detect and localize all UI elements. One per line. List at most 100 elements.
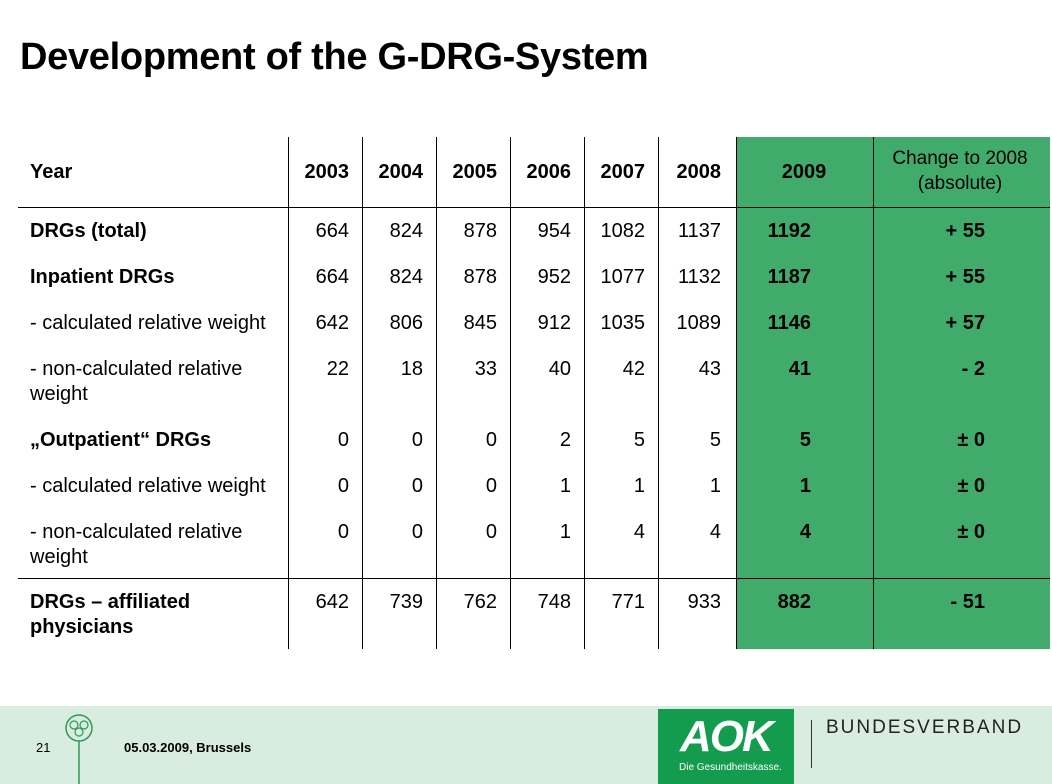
table-cell: 43 bbox=[698, 358, 721, 380]
column-divider bbox=[510, 137, 511, 649]
table-cell: 0 bbox=[485, 429, 497, 451]
table-cell: 0 bbox=[337, 475, 349, 497]
table-cell: 18 bbox=[400, 358, 423, 380]
table-cell-change: ± 0 bbox=[957, 429, 985, 451]
column-divider bbox=[658, 137, 659, 649]
table-cell-2009: 882 bbox=[777, 591, 811, 613]
table-cell: 0 bbox=[411, 429, 423, 451]
aok-tagline: Die Gesundheitskasse. bbox=[679, 762, 782, 773]
column-divider bbox=[362, 137, 363, 649]
table-cell: 42 bbox=[622, 358, 645, 380]
table-cell: 1089 bbox=[676, 312, 722, 334]
table-cell: 845 bbox=[463, 312, 497, 334]
table-cell: 748 bbox=[537, 591, 571, 613]
table-cell: 806 bbox=[389, 312, 423, 334]
table-cell: 0 bbox=[485, 521, 497, 543]
row-label: physicians bbox=[30, 616, 134, 638]
table-cell: 1082 bbox=[600, 220, 646, 242]
header-year-cell: 2005 bbox=[452, 161, 498, 183]
date-location: 05.03.2009, Brussels bbox=[124, 740, 252, 755]
row-label: weight bbox=[30, 383, 88, 405]
table-cell: 878 bbox=[463, 266, 497, 288]
table-cell: 4 bbox=[709, 521, 721, 543]
table-cell-change: ± 0 bbox=[957, 475, 985, 497]
table-cell-2009: 41 bbox=[788, 358, 811, 380]
table-cell: 771 bbox=[611, 591, 645, 613]
table-cell-2009: 1192 bbox=[767, 220, 811, 242]
table-cell-change: + 57 bbox=[945, 312, 985, 334]
page-number: 21 bbox=[36, 740, 51, 755]
table-cell: 1 bbox=[709, 475, 721, 497]
header-year-cell: 2006 bbox=[526, 161, 572, 183]
column-divider bbox=[736, 137, 737, 649]
table-cell: 0 bbox=[485, 475, 497, 497]
table-cell: 5 bbox=[709, 429, 721, 451]
row-label: DRGs – affiliated bbox=[30, 591, 191, 613]
table-cell-2009: 1146 bbox=[767, 312, 811, 334]
aok-logo-text: AOK bbox=[680, 712, 774, 761]
header-divider bbox=[18, 207, 1050, 208]
table-cell: 1 bbox=[559, 475, 571, 497]
header-year-cell: 2007 bbox=[600, 161, 646, 183]
row-label: weight bbox=[30, 546, 88, 568]
footer-band bbox=[0, 706, 1052, 784]
row-label: - non-calculated relative bbox=[30, 521, 243, 543]
table-cell: 0 bbox=[411, 475, 423, 497]
table-cell: 33 bbox=[474, 358, 497, 380]
table-cell: 642 bbox=[315, 312, 349, 334]
table-cell: 40 bbox=[548, 358, 571, 380]
row-label: „Outpatient“ DRGs bbox=[30, 429, 212, 451]
header-year-cell: 2008 bbox=[676, 161, 722, 183]
table-cell: 824 bbox=[389, 220, 423, 242]
table-cell: 2 bbox=[559, 429, 571, 451]
column-divider bbox=[584, 137, 585, 649]
table-cell: 22 bbox=[326, 358, 349, 380]
logo-separator bbox=[811, 720, 812, 768]
table-cell: 664 bbox=[315, 266, 349, 288]
header-change-label: Change to 2008 bbox=[892, 148, 1028, 169]
table-cell: 824 bbox=[389, 266, 423, 288]
row-label: - calculated relative weight bbox=[30, 312, 266, 334]
column-divider bbox=[436, 137, 437, 649]
table-cell: 1 bbox=[633, 475, 645, 497]
table-cell-2009: 1187 bbox=[767, 266, 811, 288]
table-cell-change: - 51 bbox=[950, 591, 985, 613]
table-cell: 912 bbox=[537, 312, 571, 334]
table-cell: 0 bbox=[337, 521, 349, 543]
org-name: BUNDESVERBAND bbox=[826, 717, 1024, 738]
table-cell-2009: 1 bbox=[799, 475, 811, 497]
row-label: - calculated relative weight bbox=[30, 475, 266, 497]
table-cell: 1035 bbox=[600, 312, 646, 334]
highlight-column-2009 bbox=[736, 137, 1050, 649]
table-cell-2009: 4 bbox=[799, 521, 811, 543]
table-cell: 1077 bbox=[600, 266, 646, 288]
row-label: DRGs (total) bbox=[30, 220, 147, 242]
header-year-cell: 2004 bbox=[378, 161, 424, 183]
table-cell: 1 bbox=[559, 521, 571, 543]
header-year-label: Year bbox=[30, 161, 73, 183]
table-cell: 762 bbox=[463, 591, 497, 613]
table-cell: 4 bbox=[633, 521, 645, 543]
table-cell: 664 bbox=[315, 220, 349, 242]
table-cell-change: + 55 bbox=[945, 266, 985, 288]
table-cell: 739 bbox=[389, 591, 423, 613]
table-cell-change: ± 0 bbox=[957, 521, 985, 543]
table-cell: 933 bbox=[687, 591, 721, 613]
aok-logo bbox=[658, 709, 794, 784]
table-cell-change: + 55 bbox=[945, 220, 985, 242]
table-cell: 0 bbox=[411, 521, 423, 543]
header-year-cell: 2009 bbox=[781, 161, 827, 183]
table-cell: 1137 bbox=[677, 220, 721, 242]
table-cell: 954 bbox=[537, 220, 571, 242]
table-cell: 642 bbox=[315, 591, 349, 613]
table-cell: 1132 bbox=[677, 266, 721, 288]
page-title: Development of the G-DRG-System bbox=[20, 36, 649, 78]
footer-row-divider bbox=[18, 578, 1050, 579]
table-cell: 952 bbox=[537, 266, 571, 288]
column-divider bbox=[288, 137, 289, 649]
table-cell: 878 bbox=[463, 220, 497, 242]
column-divider bbox=[873, 137, 874, 649]
table-cell-2009: 5 bbox=[799, 429, 811, 451]
row-label: Inpatient DRGs bbox=[30, 266, 175, 288]
row-label: - non-calculated relative bbox=[30, 358, 243, 380]
